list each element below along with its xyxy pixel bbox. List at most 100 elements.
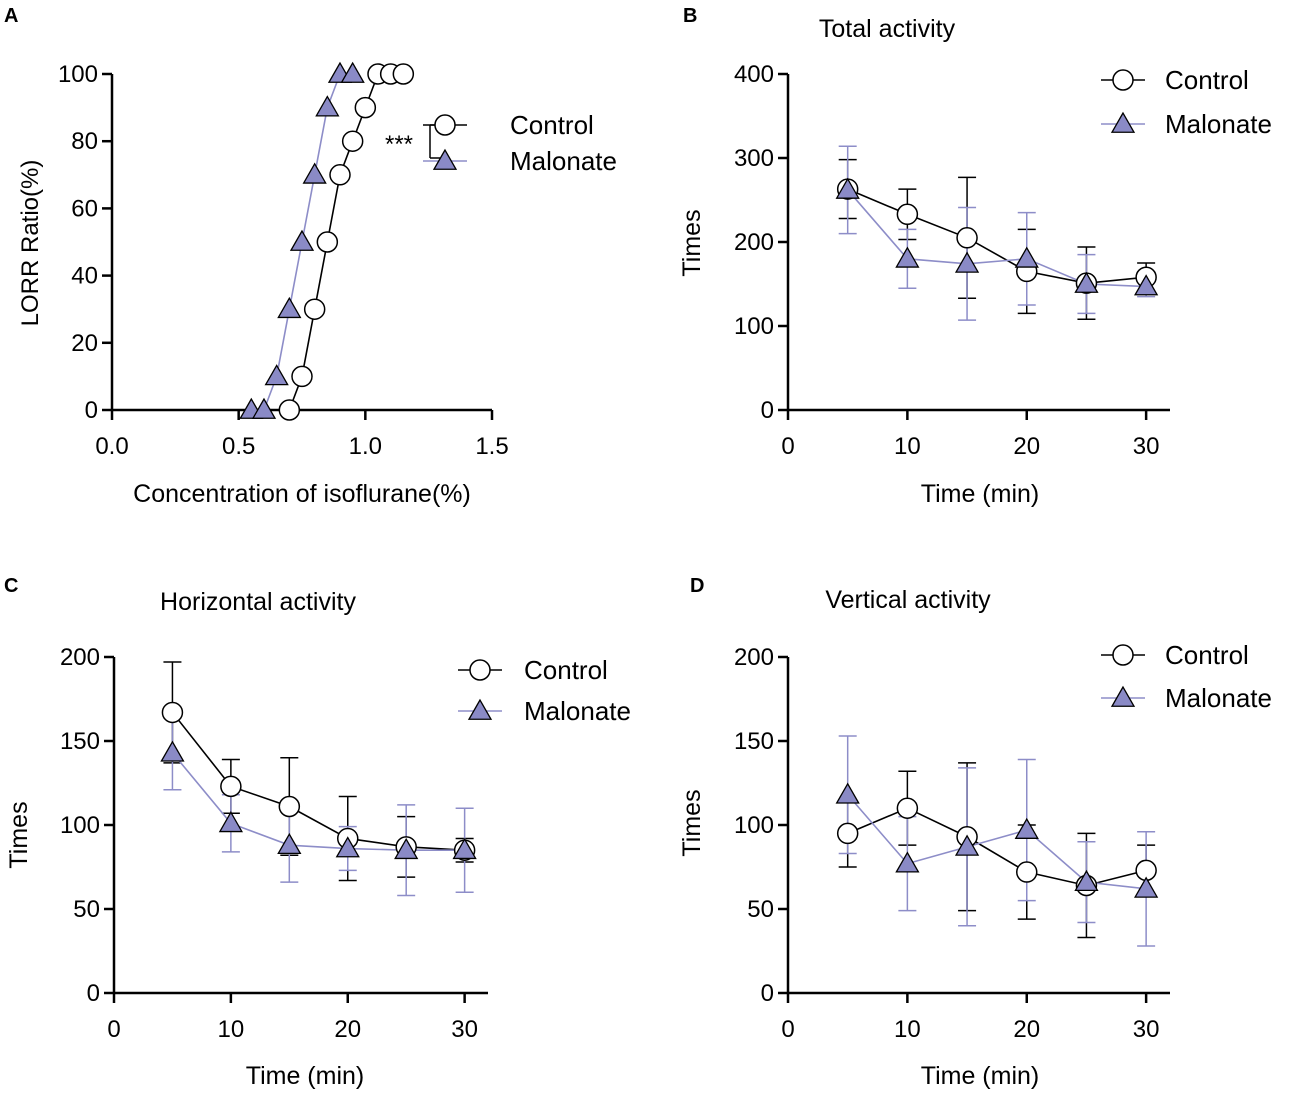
panel-b-malonate-point — [835, 177, 860, 199]
panel-d-ylabel: Times — [678, 789, 706, 856]
panel-c-xlabel: Time (min) — [246, 1062, 365, 1090]
panel-d-malonate-line — [847, 794, 1147, 890]
panel-c-title: Horizontal activity — [160, 588, 356, 616]
panel-c-malonate-point — [335, 836, 360, 858]
panel-a-malonate-point — [277, 296, 302, 319]
panel-a-control-point — [316, 231, 339, 253]
panel-b-malonate-point — [1074, 271, 1099, 293]
panel-d-malonate-point — [1014, 817, 1039, 839]
panel-b-ytick-label: 200 — [734, 229, 774, 256]
panel-c-malonate-point — [277, 832, 302, 855]
panel-b-ytick-label: 300 — [734, 145, 774, 172]
panel-c-malonate-point — [452, 837, 477, 860]
panel-d-ytick-label: 100 — [734, 812, 774, 839]
panel-b-malonate-point — [1134, 274, 1159, 296]
panel-b-xlabel: Time (min) — [921, 480, 1040, 508]
panel-b-legend-label: Malonate — [1165, 109, 1272, 139]
panel-a-malonate-point — [289, 229, 315, 251]
panel-a-malonate-point — [315, 95, 340, 117]
panel-a-malonate-point — [302, 162, 327, 184]
panel-d-xtick-label: 30 — [1133, 1016, 1160, 1043]
panel-c-legend-marker — [467, 698, 493, 720]
panel-c-ylabel: Times — [5, 801, 33, 868]
panel-b-xtick-label: 0 — [781, 433, 794, 460]
panel-c-legend-marker — [469, 659, 491, 681]
panel-a-ytick-label: 80 — [71, 128, 98, 155]
panel-a-control-point — [341, 130, 364, 152]
panel-c-malonate-point — [218, 811, 243, 833]
panel-b-malonate-point — [954, 251, 980, 273]
panel-d-malonate-point — [1134, 876, 1159, 898]
panel-b-control-line — [847, 188, 1147, 284]
panel-b-malonate-point — [1014, 246, 1039, 268]
panel-c-control-point — [278, 795, 301, 818]
panel-c-control-point — [220, 775, 242, 798]
panel-c: C Horizontal activity Times Time (min) 0… — [4, 575, 631, 1090]
panel-b-legend-marker — [1110, 111, 1136, 133]
panel-a-control-point — [329, 164, 351, 186]
panel-b-ylabel: Times — [678, 209, 706, 276]
panel-a-legend-marker — [434, 114, 456, 136]
panel-c-xtick-label: 0 — [107, 1016, 120, 1043]
panel-a-ytick-label: 60 — [71, 195, 98, 222]
panel-a-legend-label: Control — [510, 110, 594, 140]
panel-c-ytick-label: 150 — [60, 728, 100, 755]
panel-d-control-point — [836, 822, 859, 845]
panel-c-ytick-label: 100 — [60, 812, 100, 839]
panel-b-letter: B — [683, 5, 697, 27]
panel-d-letter: D — [690, 575, 704, 597]
panel-a-xtick-label: 0.5 — [222, 433, 255, 460]
panel-c-xtick-label: 30 — [451, 1016, 478, 1043]
panel-b-malonate-line — [847, 189, 1147, 288]
panel-a-ytick-label: 100 — [58, 61, 98, 88]
panel-b-ytick-label: 100 — [734, 313, 774, 340]
panel-b-control-point — [956, 227, 978, 249]
panel-d-xtick-label: 0 — [781, 1016, 794, 1043]
panel-a-ylabel: LORR Ratio(%) — [17, 160, 44, 327]
panel-a-xtick-label: 1.5 — [475, 433, 508, 460]
panel-a-control-point — [303, 298, 326, 320]
panel-d-ytick-label: 150 — [734, 728, 774, 755]
panel-d-malonate-point — [1074, 869, 1099, 892]
panel-b-ytick-label: 0 — [761, 397, 774, 424]
panel-d-legend-label: Malonate — [1165, 683, 1272, 713]
panel-c-legend-label: Control — [524, 655, 608, 685]
panel-d-xtick-label: 10 — [894, 1016, 921, 1043]
panel-a-ytick-label: 40 — [71, 263, 98, 290]
panel-b-legend-label: Control — [1165, 65, 1249, 95]
panel-b: B Total activity Times Time (min) 010020… — [678, 5, 1272, 508]
panel-d-ytick-label: 200 — [734, 644, 774, 671]
panel-c-xtick-label: 20 — [334, 1016, 361, 1043]
panel-a-xtick-label: 1.0 — [349, 433, 382, 460]
panel-d-malonate-point — [954, 834, 980, 856]
panel-a-xlabel: Concentration of isoflurane(%) — [133, 480, 471, 508]
panel-d-xtick-label: 20 — [1013, 1016, 1040, 1043]
panel-a-letter: A — [4, 5, 18, 27]
panel-d-legend-marker — [1110, 685, 1136, 707]
panel-c-ytick-label: 200 — [60, 644, 100, 671]
panel-b-legend-marker — [1112, 69, 1134, 91]
panel-a-control-point — [278, 399, 301, 421]
panel-b-xtick-label: 20 — [1013, 433, 1040, 460]
panel-b-xtick-label: 30 — [1133, 433, 1160, 460]
panel-b-control-point — [896, 203, 919, 226]
panel-a-malonate-point — [340, 61, 365, 83]
panel-a-malonate-point — [251, 397, 277, 419]
panel-a: A LORR Ratio(%) Concentration of isoflur… — [4, 5, 617, 508]
panel-a-xtick-label: 0.0 — [95, 433, 128, 460]
panel-d-xlabel: Time (min) — [921, 1062, 1040, 1090]
panel-d-malonate-point — [835, 782, 860, 804]
panel-c-control-point — [161, 701, 184, 724]
panel-d-legend-label: Control — [1165, 640, 1249, 670]
panel-d-ytick-label: 0 — [761, 980, 774, 1007]
panel-a-significance: *** — [385, 131, 413, 158]
panel-b-xtick-label: 10 — [894, 433, 921, 460]
panel-d-control-point — [1016, 861, 1038, 883]
panel-a-legend-label: Malonate — [510, 146, 617, 176]
panel-c-malonate-point — [160, 740, 185, 762]
panel-a-control-point — [392, 63, 415, 85]
panel-d-legend-marker — [1112, 644, 1134, 666]
panel-a-legend-marker — [432, 148, 458, 170]
panel-c-ytick-label: 50 — [73, 896, 100, 923]
